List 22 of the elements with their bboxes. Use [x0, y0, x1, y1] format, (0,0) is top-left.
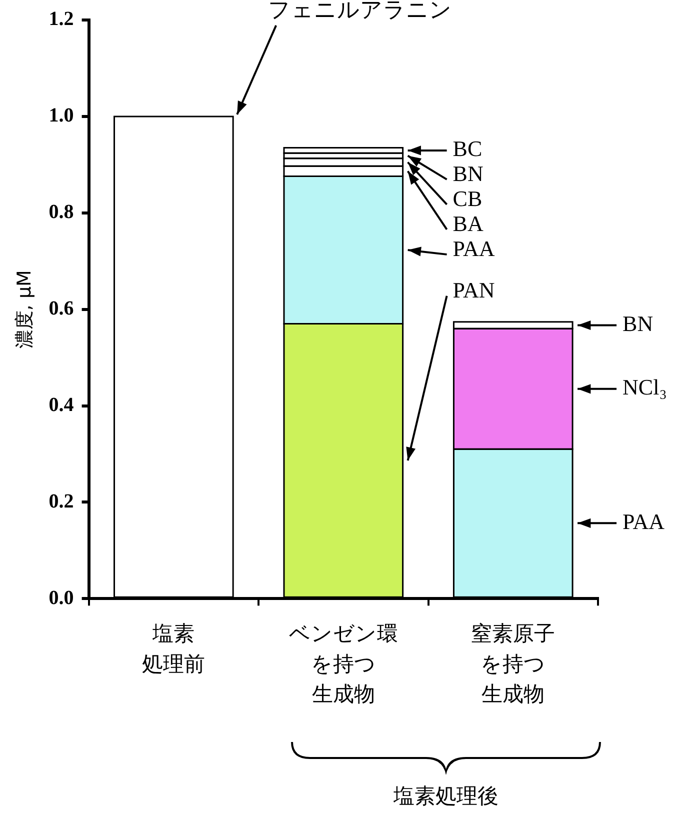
x-tick-label: ベンゼン環を持つ生成物 — [288, 621, 398, 706]
text: PAA — [622, 508, 665, 534]
text: CB — [452, 186, 482, 212]
text: BN — [622, 311, 654, 336]
y-tick-label: 1.2 — [48, 8, 74, 30]
y-tick-label: 0.4 — [48, 394, 74, 416]
text: PAA — [452, 236, 495, 262]
text: BN — [452, 161, 484, 186]
y-tick-label: 1.0 — [48, 104, 74, 127]
x-tick-label: 窒素原子を持つ生成物 — [471, 621, 556, 706]
y-tick-label: 0.6 — [48, 297, 74, 320]
text: PAN — [452, 278, 495, 303]
y-axis-title: 濃度, μM — [13, 270, 36, 349]
text: BC — [452, 136, 482, 162]
y-tick-label: 0.8 — [48, 201, 74, 224]
y-tick-label: 0.2 — [48, 490, 74, 512]
x-tick-label: 塩素処理前 — [142, 621, 206, 676]
text: BA — [452, 211, 484, 236]
text: 塩素処理後 — [392, 783, 500, 810]
y-tick-label: 0.0 — [48, 586, 74, 609]
text: NCl₃ — [622, 374, 667, 400]
text: フェニルアラニン — [268, 0, 452, 22]
